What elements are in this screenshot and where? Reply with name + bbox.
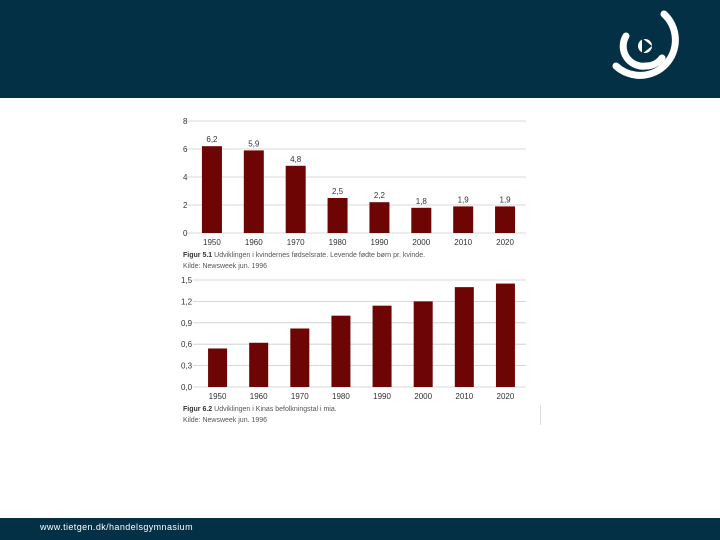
chart1-caption-label: Figur 5.1 xyxy=(183,252,213,259)
footer-bar xyxy=(0,518,720,540)
chart1-xtick-label: 1980 xyxy=(329,238,347,247)
header-bar xyxy=(0,0,720,98)
chart2-xtick-label: 1990 xyxy=(373,392,391,401)
chart1-bar xyxy=(453,206,474,233)
chart2-ytick-label: 0,0 xyxy=(181,383,193,392)
chart2-ytick-label: 1,2 xyxy=(181,297,193,306)
tietgen-logo-icon xyxy=(612,10,679,79)
chart1-xtick-label: 1960 xyxy=(245,238,263,247)
chart2-xtick-label: 1960 xyxy=(250,392,268,401)
chart1-bar xyxy=(369,202,390,233)
chart2-bar xyxy=(290,328,310,387)
chart2-ytick-label: 1,5 xyxy=(181,276,193,285)
chart1-bar xyxy=(411,207,432,233)
chart2-xtick-label: 1980 xyxy=(332,392,350,401)
chart2-xtick-label: 2010 xyxy=(455,392,473,401)
chart2-xtick-label: 2000 xyxy=(414,392,432,401)
chart1-data-label: 4,8 xyxy=(290,155,302,164)
chart2-xtick-label: 2020 xyxy=(497,392,515,401)
chart2-bar xyxy=(249,342,269,387)
chart2-source: Kilde: Newsweek jun. 1996 xyxy=(183,417,268,424)
chart1-data-label: 2,5 xyxy=(332,187,344,196)
chart1-bar xyxy=(243,150,264,233)
divider xyxy=(540,405,541,425)
chart2-caption-text: Udviklingen i Kinas befolkningstal i mia… xyxy=(214,406,337,413)
chart1-data-label: 1,9 xyxy=(500,195,512,204)
chart1-xtick-label: 2010 xyxy=(454,238,472,247)
chart2-bar xyxy=(331,315,351,387)
chart2-bar xyxy=(372,305,392,387)
chart1-xtick-label: 2020 xyxy=(496,238,514,247)
chart2-bar xyxy=(495,283,515,387)
chart1-caption-text: Udviklingen i kvindernes fødselsrate. Le… xyxy=(214,252,426,259)
chart1-data-label: 1,9 xyxy=(458,195,470,204)
chart1-source: Kilde: Newsweek jun. 1996 xyxy=(183,263,268,270)
chart1-xtick-label: 1970 xyxy=(287,238,305,247)
chart2-xtick-label: 1950 xyxy=(209,392,227,401)
chart1-bar xyxy=(495,206,516,233)
chart1-ytick-label: 4 xyxy=(183,173,188,182)
chart1-bar xyxy=(285,165,306,233)
chart2-ytick-label: 0,3 xyxy=(181,362,193,371)
chart1-caption: Figur 5.1 Udviklingen i kvindernes fødse… xyxy=(183,252,425,259)
chart1-data-label: 5,9 xyxy=(248,139,260,148)
chart2-bar xyxy=(454,287,474,387)
chart2-caption-label: Figur 6.2 xyxy=(183,406,213,413)
chart1-ytick-label: 8 xyxy=(183,117,188,126)
chart2-bar xyxy=(208,348,228,387)
chart1-ytick-label: 6 xyxy=(183,145,188,154)
chart1-xtick-label: 1990 xyxy=(371,238,389,247)
chart1-xtick-label: 2000 xyxy=(412,238,430,247)
chart1-bar xyxy=(201,146,222,233)
chart2-ytick-label: 0,6 xyxy=(181,340,193,349)
chart2-xtick-label: 1970 xyxy=(291,392,309,401)
chart2-caption: Figur 6.2 Udviklingen i Kinas befolkning… xyxy=(183,406,337,413)
chart1-data-label: 2,2 xyxy=(374,191,386,200)
chart1-xtick-label: 1950 xyxy=(203,238,221,247)
chart1-data-label: 6,2 xyxy=(206,135,218,144)
footer-url[interactable]: www.tietgen.dk/handelsgymnasium xyxy=(40,522,193,532)
chart1-bar xyxy=(327,198,348,233)
chart2-ytick-label: 0,9 xyxy=(181,319,193,328)
chart1-ytick-label: 2 xyxy=(183,201,188,210)
chart1-ytick-label: 0 xyxy=(183,229,188,238)
chart1-data-label: 1,8 xyxy=(416,197,428,206)
chart2-bar xyxy=(413,301,433,387)
